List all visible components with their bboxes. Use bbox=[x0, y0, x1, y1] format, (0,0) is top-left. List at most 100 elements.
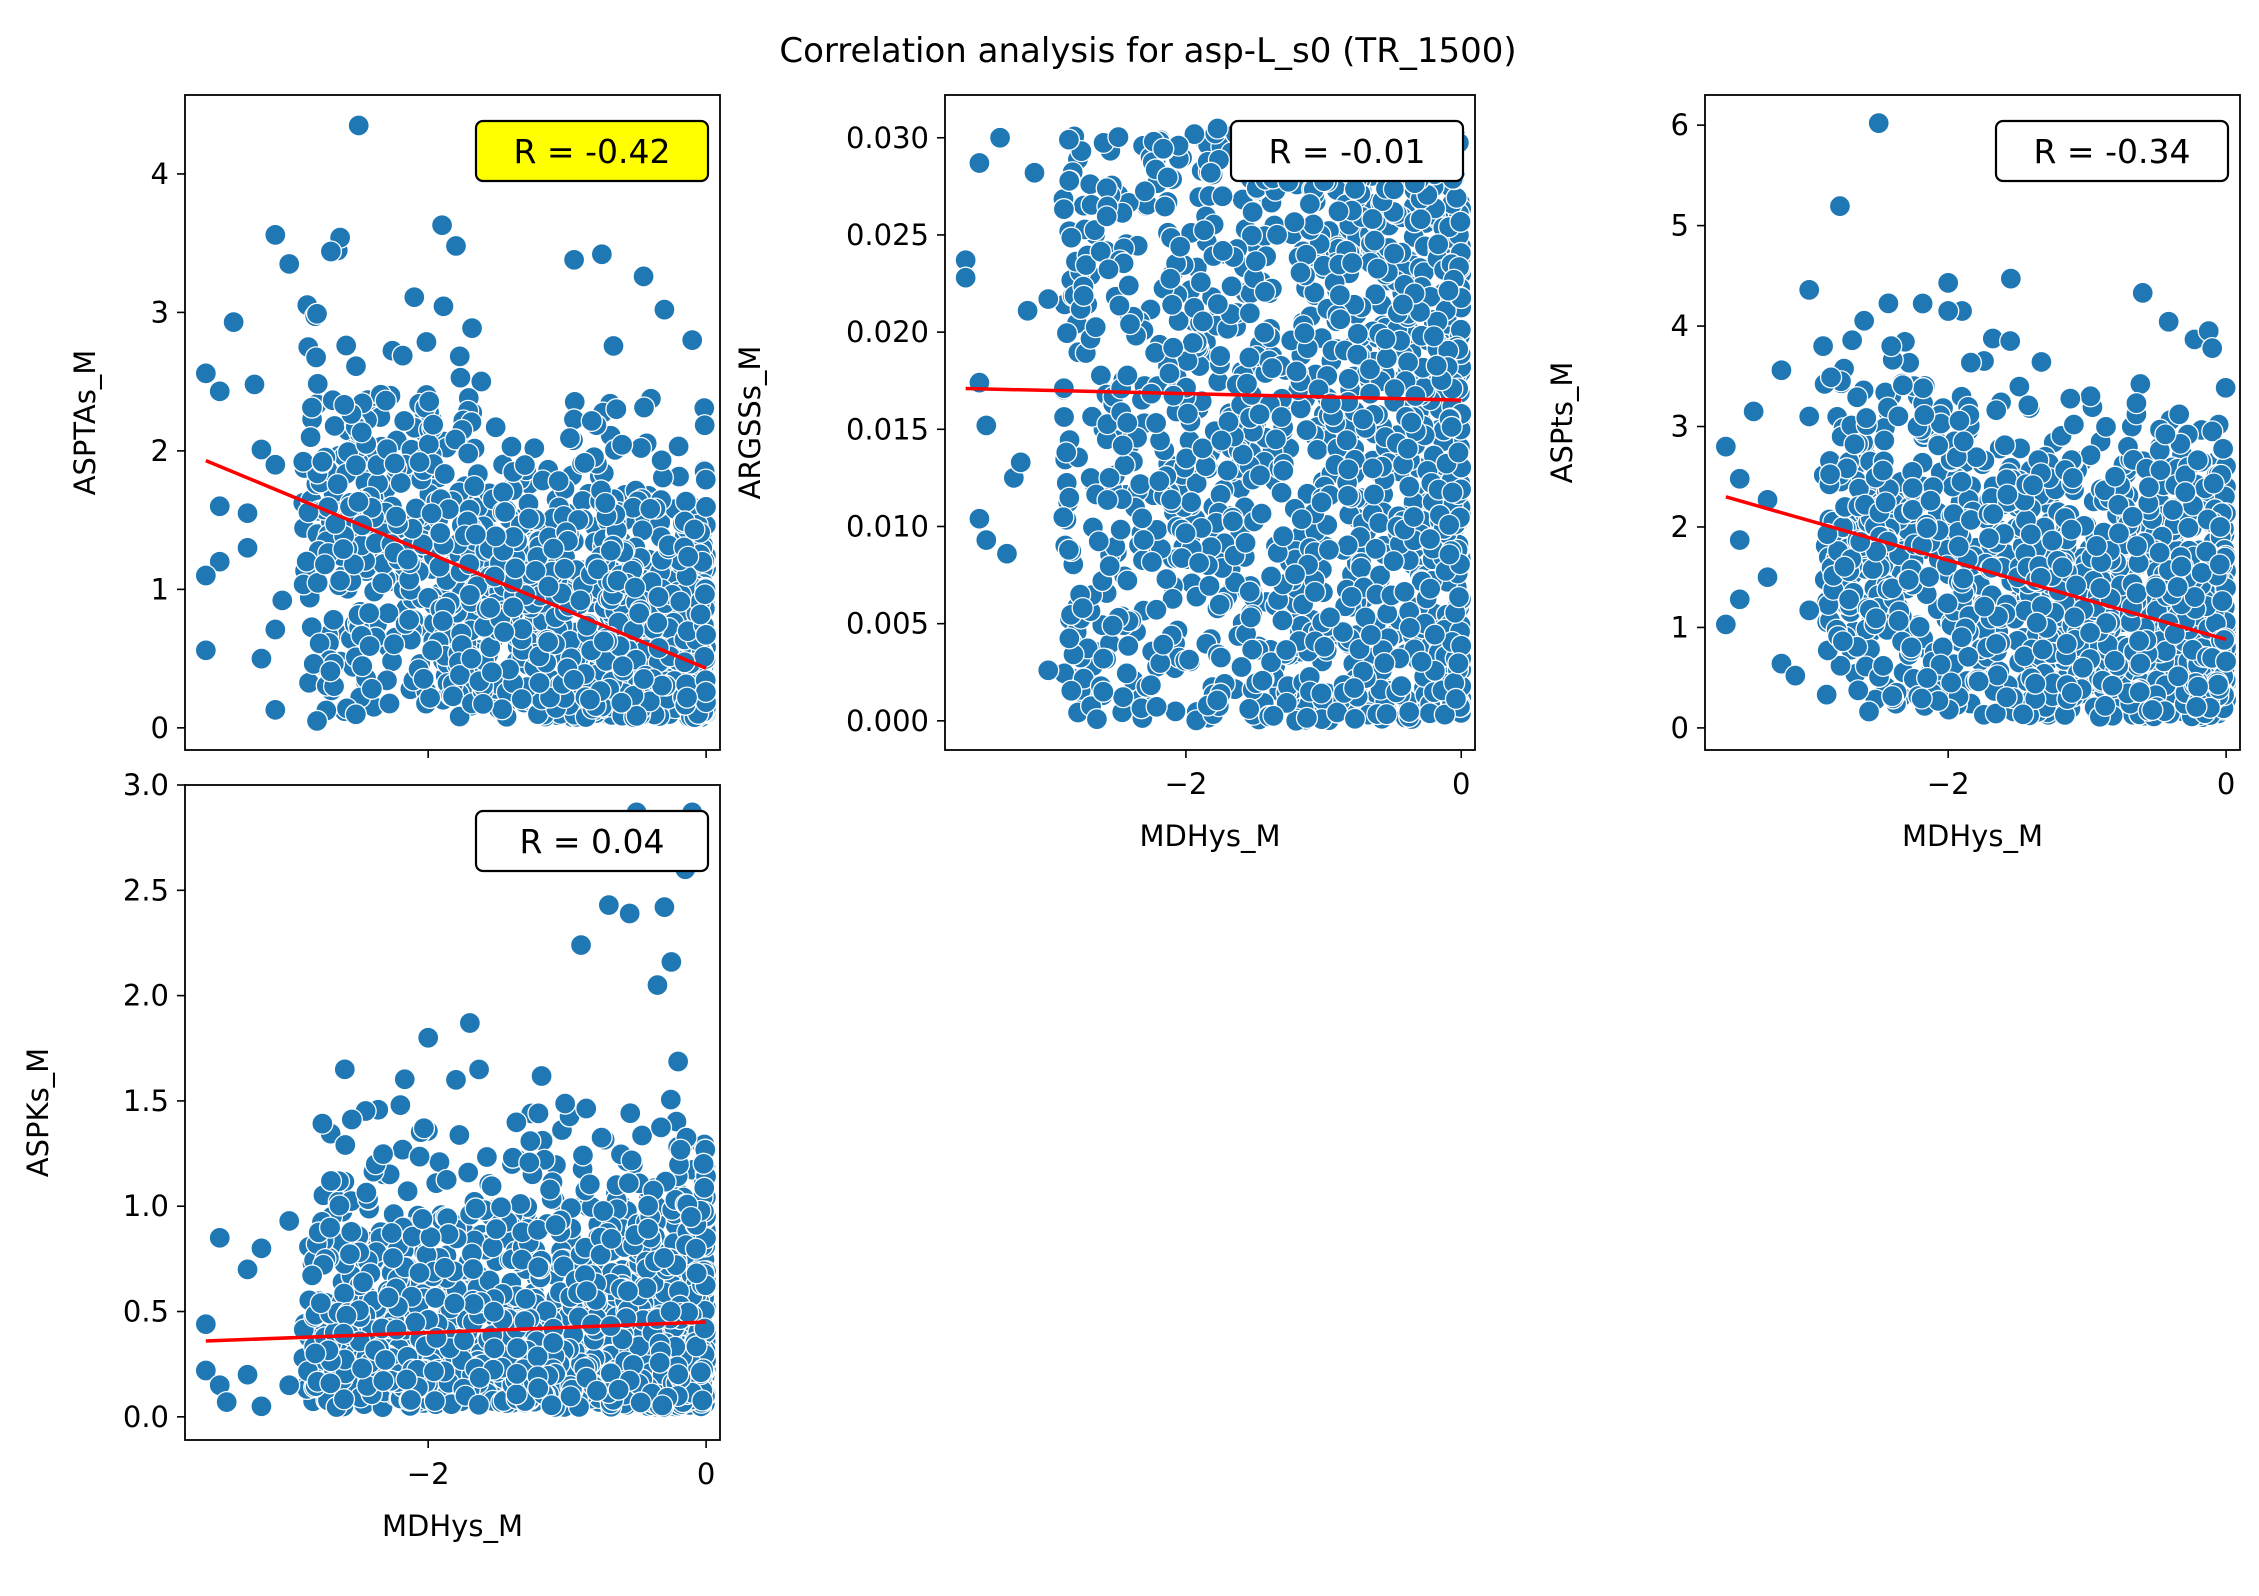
data-point bbox=[1337, 458, 1360, 481]
data-point bbox=[1828, 195, 1852, 218]
scatter-points bbox=[194, 114, 718, 733]
data-point bbox=[1023, 161, 1046, 184]
data-point bbox=[1009, 451, 1032, 474]
data-point bbox=[1310, 682, 1333, 705]
data-point bbox=[632, 265, 655, 288]
data-point bbox=[2071, 656, 2094, 679]
data-point bbox=[1937, 271, 1960, 295]
data-point bbox=[1189, 271, 1213, 294]
subplot-4: 0.00.51.01.52.02.53.0−2 0MDHys_MASPKs_MR … bbox=[21, 768, 721, 1543]
data-point bbox=[1133, 180, 1157, 203]
data-point bbox=[975, 528, 998, 552]
data-point bbox=[553, 557, 576, 580]
data-point bbox=[1052, 506, 1075, 529]
data-point bbox=[418, 390, 441, 413]
data-point bbox=[1289, 261, 1312, 284]
data-point bbox=[1887, 405, 1910, 428]
data-point bbox=[1058, 169, 1081, 192]
data-point bbox=[2031, 638, 2054, 661]
data-point bbox=[398, 608, 421, 632]
x-tick-label: −2 bbox=[1165, 767, 1208, 801]
data-point bbox=[1364, 537, 1387, 561]
data-point bbox=[1283, 563, 1307, 586]
data-point bbox=[1336, 484, 1360, 507]
data-point bbox=[693, 414, 716, 437]
data-point bbox=[1290, 508, 1313, 531]
data-point bbox=[1216, 459, 1239, 482]
data-point bbox=[1162, 336, 1185, 359]
data-point bbox=[2201, 337, 2224, 360]
data-point bbox=[471, 692, 495, 716]
data-point bbox=[2025, 611, 2048, 634]
data-point bbox=[1936, 592, 1959, 615]
data-point bbox=[511, 618, 534, 641]
data-point bbox=[694, 468, 717, 491]
correlation-label: R = -0.01 bbox=[1269, 132, 1426, 171]
data-point bbox=[1433, 703, 1456, 726]
data-point bbox=[1250, 502, 1273, 525]
data-point bbox=[1293, 321, 1316, 345]
data-point bbox=[335, 334, 358, 357]
data-point bbox=[1220, 275, 1243, 298]
data-point bbox=[1959, 351, 1982, 374]
data-point bbox=[1342, 676, 1366, 700]
data-point bbox=[1310, 491, 1333, 514]
data-point bbox=[311, 450, 334, 473]
data-point bbox=[408, 450, 431, 474]
data-point bbox=[1098, 466, 1121, 489]
data-point bbox=[1784, 664, 1807, 687]
data-point bbox=[1950, 626, 1973, 649]
data-point bbox=[1872, 654, 1895, 677]
data-point bbox=[460, 316, 484, 340]
data-point bbox=[1211, 185, 1234, 208]
data-point bbox=[2078, 621, 2102, 644]
data-point bbox=[1929, 653, 1952, 676]
data-point bbox=[2141, 698, 2164, 722]
data-point bbox=[569, 589, 592, 612]
data-point bbox=[1358, 382, 1382, 405]
data-point bbox=[358, 634, 381, 658]
data-point bbox=[1880, 334, 1903, 358]
data-point bbox=[1180, 491, 1203, 514]
data-point bbox=[2125, 534, 2149, 558]
data-point bbox=[1418, 527, 1442, 551]
data-point bbox=[2157, 310, 2180, 333]
data-point bbox=[347, 114, 370, 137]
data-point bbox=[2131, 281, 2154, 305]
data-point bbox=[650, 449, 673, 472]
data-point bbox=[250, 438, 273, 461]
x-axis-label: MDHys_M bbox=[1140, 819, 1281, 853]
data-point bbox=[1111, 434, 1134, 457]
data-point bbox=[693, 583, 717, 606]
data-point bbox=[2021, 474, 2045, 497]
data-point bbox=[1361, 207, 1384, 231]
data-point bbox=[484, 525, 507, 548]
data-point bbox=[646, 611, 669, 634]
data-point bbox=[1152, 137, 1175, 160]
data-point bbox=[1833, 555, 1856, 578]
data-point bbox=[1383, 377, 1406, 401]
y-tick-label: 0.015 bbox=[846, 412, 929, 446]
data-point bbox=[1303, 580, 1327, 604]
data-point bbox=[403, 286, 426, 309]
data-point bbox=[580, 409, 603, 433]
data-point bbox=[1449, 210, 1472, 233]
data-point bbox=[1302, 213, 1325, 236]
data-point bbox=[1139, 674, 1163, 697]
data-point bbox=[1441, 481, 1464, 504]
data-point bbox=[2055, 632, 2078, 656]
regression-line bbox=[205, 458, 707, 670]
data-point bbox=[1409, 208, 1432, 231]
data-point bbox=[2094, 415, 2118, 438]
data-point bbox=[630, 1124, 654, 1147]
data-point bbox=[1153, 195, 1177, 218]
data-point bbox=[1117, 274, 1140, 297]
data-point bbox=[578, 688, 602, 711]
data-point bbox=[1231, 443, 1254, 466]
data-point bbox=[1244, 250, 1267, 273]
data-point bbox=[1129, 472, 1152, 496]
data-point bbox=[1191, 310, 1215, 333]
data-point bbox=[333, 393, 356, 417]
data-point bbox=[1174, 522, 1197, 545]
data-point bbox=[2051, 556, 2074, 579]
